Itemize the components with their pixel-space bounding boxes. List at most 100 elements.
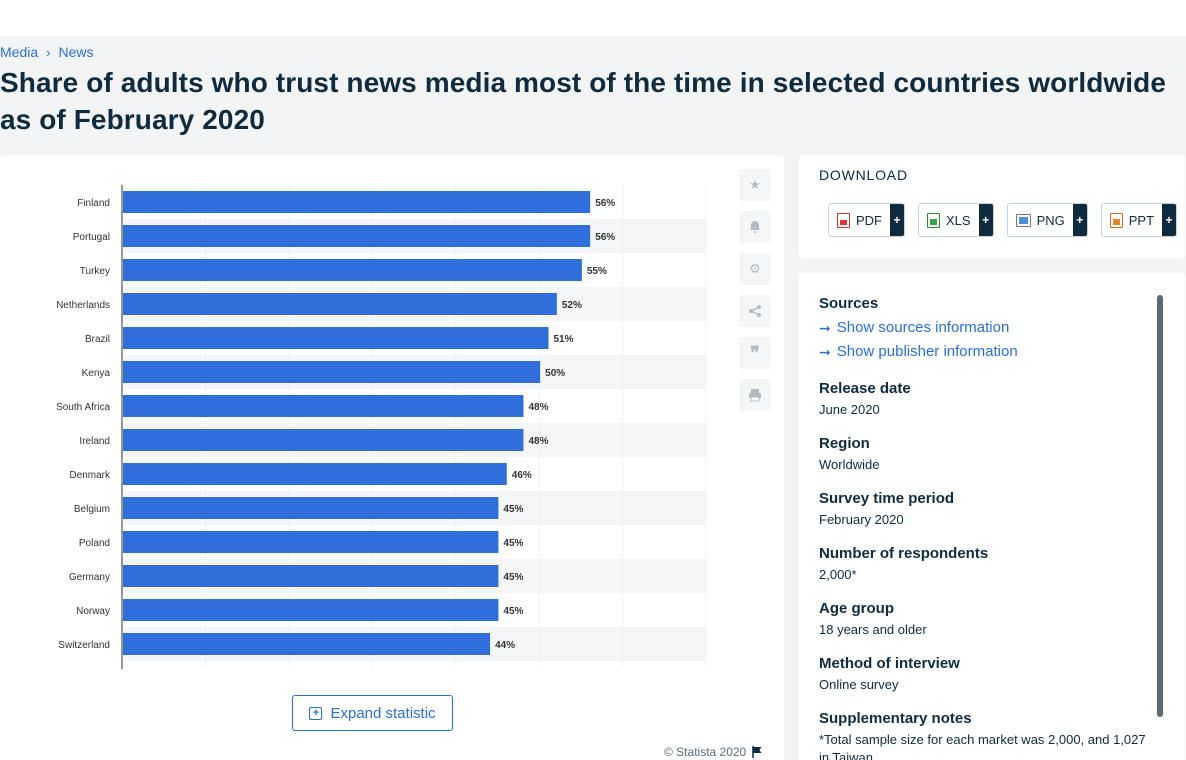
bar-denmark <box>123 463 507 485</box>
download-buttons: PDF + XLS + PNG + PPT + <box>828 203 1178 237</box>
value-label: 48% <box>528 402 548 413</box>
release-date-label: Release date <box>819 380 911 397</box>
copyright-text[interactable]: © Statista 2020 <box>664 745 747 759</box>
download-xls-label: XLS <box>946 212 971 228</box>
breadcrumb-news[interactable]: News <box>58 44 94 60</box>
value-label: 45% <box>503 606 523 617</box>
bar-norway <box>123 599 499 621</box>
value-label: 56% <box>595 232 615 243</box>
download-png-button[interactable]: PNG + <box>1006 203 1088 237</box>
print-icon <box>749 389 761 402</box>
settings-button[interactable]: ⚙ <box>739 253 771 285</box>
show-publisher-text: Show publisher information <box>836 343 1018 360</box>
region-value: Worldwide <box>819 457 880 472</box>
region-section: Region Worldwide <box>819 435 1159 474</box>
download-xls-button[interactable]: XLS + <box>918 203 994 237</box>
star-icon: ★ <box>749 177 761 192</box>
download-card: DOWNLOAD PDF + XLS + PNG + PPT + <box>799 155 1185 258</box>
breadcrumb-media[interactable]: Media <box>0 44 39 60</box>
bar-portugal <box>123 225 591 247</box>
download-pdf-plus[interactable]: + <box>890 204 904 236</box>
top-bar <box>0 0 1186 36</box>
quote-icon: ❞ <box>750 342 760 363</box>
download-xls-plus[interactable]: + <box>978 204 993 236</box>
bar-poland <box>123 531 499 553</box>
release-date-value: June 2020 <box>819 402 880 417</box>
category-label: Germany <box>69 572 110 583</box>
chart-card: Finland 56% Portugal 56% Turkey 55% Netherland… <box>0 155 784 760</box>
cite-button[interactable]: ❞ <box>739 337 771 369</box>
method-section: Method of interview Online survey <box>819 655 1159 694</box>
category-label: Portugal <box>73 232 110 243</box>
download-title: DOWNLOAD <box>819 167 908 183</box>
expand-icon: + <box>309 706 323 720</box>
value-label: 45% <box>503 572 523 583</box>
info-scrollbar[interactable] <box>1157 295 1163 717</box>
expand-statistic-button[interactable]: + Expand statistic <box>292 695 453 731</box>
respondents-label: Number of respondents <box>819 545 989 562</box>
age-group-value: 18 years and older <box>819 622 927 637</box>
download-pdf-button[interactable]: PDF + <box>828 203 905 237</box>
value-label: 44% <box>495 640 515 651</box>
info-content: Sources ➞ Show sources information ➞ Show … <box>819 295 1159 760</box>
notification-button[interactable] <box>739 211 771 243</box>
survey-period-section: Survey time period February 2020 <box>819 490 1159 529</box>
show-publisher-link[interactable]: ➞ Show publisher information <box>819 340 1159 364</box>
download-ppt-plus[interactable]: + <box>1162 204 1177 236</box>
download-png-plus[interactable]: + <box>1072 204 1087 236</box>
notes-value: *Total sample size for each market was 2… <box>819 732 1146 760</box>
chart-toolbar: ★ ⚙ ❞ <box>739 169 771 411</box>
page-title: Share of adults who trust news media mos… <box>0 67 1167 135</box>
notes-label: Supplementary notes <box>819 710 972 727</box>
bar-ireland <box>123 429 524 451</box>
arrow-right-icon: ➞ <box>819 320 831 336</box>
arrow-right-icon: ➞ <box>819 344 831 360</box>
value-label: 55% <box>587 266 607 277</box>
survey-period-label: Survey time period <box>819 490 955 507</box>
respondents-section: Number of respondents 2,000* <box>819 545 1159 584</box>
favorite-button[interactable]: ★ <box>739 169 771 201</box>
category-label: Turkey <box>80 266 110 277</box>
category-label: Netherlands <box>56 300 110 311</box>
respondents-value: 2,000* <box>819 567 857 582</box>
download-pdf-label: PDF <box>856 212 882 228</box>
download-png-label: PNG <box>1036 212 1065 228</box>
bar-finland <box>123 191 591 213</box>
gear-icon: ⚙ <box>749 261 761 276</box>
category-label: Finland <box>77 198 110 209</box>
sources-section: Sources ➞ Show sources information ➞ Show … <box>819 295 1159 364</box>
age-group-section: Age group 18 years and older <box>819 600 1159 639</box>
chart-fade-overlay <box>110 740 710 760</box>
category-label: Denmark <box>69 470 111 481</box>
expand-statistic-label: Expand statistic <box>330 704 436 722</box>
category-label: Ireland <box>79 436 110 447</box>
download-ppt-button[interactable]: PPT + <box>1100 203 1178 237</box>
breadcrumb-separator: › <box>46 44 51 60</box>
category-label: Switzerland <box>58 640 110 651</box>
category-label: Poland <box>79 538 110 549</box>
bell-icon <box>749 221 761 233</box>
bar-switzerland <box>123 633 491 655</box>
sources-label: Sources <box>819 295 879 312</box>
value-label: 48% <box>528 436 548 447</box>
category-label: Brazil <box>85 334 110 345</box>
png-file-icon <box>1015 213 1031 227</box>
value-label: 45% <box>503 504 523 515</box>
pdf-file-icon <box>837 212 850 228</box>
show-sources-link[interactable]: ➞ Show sources information <box>819 316 1159 340</box>
value-label: 51% <box>553 334 573 345</box>
category-label: South Africa <box>56 402 110 413</box>
method-value: Online survey <box>819 677 899 692</box>
notes-section: Supplementary notes *Total sample size f… <box>819 710 1159 760</box>
copyright: © Statista 2020 <box>664 745 763 759</box>
value-label: 45% <box>503 538 523 549</box>
flag-icon[interactable] <box>752 746 763 758</box>
xls-file-icon <box>927 212 940 228</box>
print-button[interactable] <box>739 379 771 411</box>
age-group-label: Age group <box>819 600 894 617</box>
category-label: Belgium <box>74 504 110 515</box>
bar-netherlands <box>123 293 557 315</box>
region-label: Region <box>819 435 870 452</box>
share-button[interactable] <box>739 295 771 327</box>
